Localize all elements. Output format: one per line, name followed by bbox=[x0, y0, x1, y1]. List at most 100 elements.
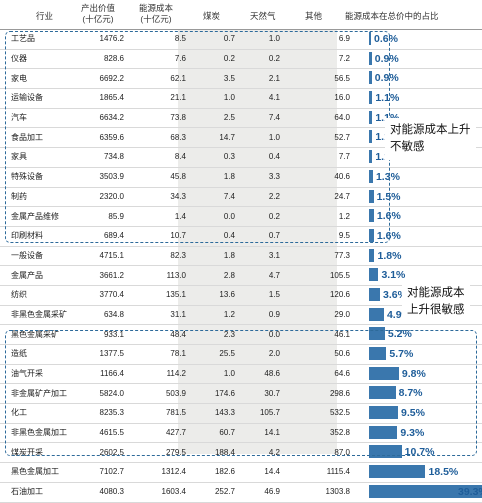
share-label: 3.1% bbox=[380, 268, 407, 283]
cell-coal: 60.7 bbox=[198, 423, 240, 444]
cell-coal: 182.6 bbox=[198, 462, 240, 483]
cell-coal: 143.3 bbox=[198, 403, 240, 424]
cell-gas: 0.2 bbox=[240, 49, 304, 70]
share-bar bbox=[369, 189, 374, 203]
cell-share: 39.3% bbox=[362, 482, 482, 503]
share-bar bbox=[369, 465, 426, 479]
share-label: 1.6% bbox=[375, 228, 402, 243]
cell-coal: 252.7 bbox=[198, 482, 240, 503]
table-row: 家电 6692.2 62.1 3.5 2.1 56.5 0.9% bbox=[0, 68, 482, 90]
cell-other: 56.5 bbox=[304, 68, 362, 90]
cell-industry: 印刷材料 bbox=[0, 226, 70, 247]
cell-industry: 非黑色金属加工 bbox=[0, 423, 70, 444]
table-row: 造纸 1377.5 78.1 25.5 2.0 50.6 5.7% bbox=[0, 344, 482, 365]
cell-output: 4615.5 bbox=[70, 423, 132, 444]
cell-output: 1476.2 bbox=[70, 30, 132, 50]
cell-coal: 3.5 bbox=[198, 68, 240, 90]
cell-other: 40.6 bbox=[304, 167, 362, 188]
share-label: 39.3% bbox=[458, 485, 482, 498]
share-label: 9.8% bbox=[400, 366, 427, 381]
cell-energy-cost: 21.1 bbox=[132, 88, 198, 109]
cell-other: 298.6 bbox=[304, 383, 362, 405]
cell-energy-cost: 7.6 bbox=[132, 49, 198, 70]
cell-energy-cost: 113.0 bbox=[132, 265, 198, 286]
cell-other: 7.2 bbox=[304, 49, 362, 70]
cell-energy-cost: 82.3 bbox=[132, 246, 198, 267]
high-sensitivity-box bbox=[5, 330, 477, 456]
share-label: 18.5% bbox=[427, 465, 460, 480]
cell-coal: 1.2 bbox=[198, 305, 240, 326]
share-label: 1.3% bbox=[374, 169, 401, 184]
header-gas: 天然气 bbox=[250, 11, 276, 21]
cell-other: 50.6 bbox=[304, 344, 362, 365]
share-label: 3.6% bbox=[381, 287, 408, 302]
cell-energy-cost: 8.4 bbox=[132, 147, 198, 168]
cell-industry: 运输设备 bbox=[0, 88, 70, 109]
share-label: 0.6% bbox=[373, 32, 399, 46]
cell-gas: 0.0 bbox=[240, 324, 304, 345]
cell-output: 2320.0 bbox=[70, 187, 132, 208]
cell-other: 77.3 bbox=[304, 246, 362, 267]
header-output: 产出价值 (十亿元) bbox=[70, 3, 126, 25]
share-bar bbox=[369, 169, 373, 183]
cell-output: 6692.2 bbox=[70, 68, 132, 90]
cell-output: 634.8 bbox=[70, 305, 132, 326]
table-row: 印刷材料 689.4 10.7 0.4 0.7 9.5 1.6% bbox=[0, 226, 482, 247]
cell-other: 1303.8 bbox=[304, 482, 362, 503]
share-bar bbox=[369, 150, 373, 164]
share-bar bbox=[369, 425, 398, 439]
cell-energy-cost: 114.2 bbox=[132, 364, 198, 385]
cell-output: 3770.4 bbox=[70, 285, 132, 306]
cell-coal: 174.6 bbox=[198, 383, 240, 405]
share-label: 5.7% bbox=[388, 347, 415, 361]
cell-output: 3503.9 bbox=[70, 167, 132, 188]
table-row: 金属产品维修 85.9 1.4 0.0 0.2 1.2 1.6% bbox=[0, 206, 482, 227]
cell-industry: 汽车 bbox=[0, 108, 70, 129]
cell-share: 0.9% bbox=[362, 49, 482, 70]
cell-industry: 化工 bbox=[0, 403, 70, 424]
cell-gas: 2.0 bbox=[240, 344, 304, 365]
cell-energy-cost: 135.1 bbox=[132, 285, 198, 306]
cell-share: 9.3% bbox=[362, 423, 482, 444]
note-low-sensitivity: 对能源成本上升 不敏感 bbox=[385, 118, 476, 160]
cell-gas: 2.1 bbox=[240, 68, 304, 90]
cell-coal: 7.4 bbox=[198, 187, 240, 208]
share-bar bbox=[369, 307, 384, 321]
cell-energy-cost: 31.1 bbox=[132, 305, 198, 326]
cell-share: 1.6% bbox=[362, 226, 482, 247]
share-label: 9.5% bbox=[400, 406, 426, 421]
share-bar bbox=[369, 268, 379, 282]
cell-energy-cost: 503.9 bbox=[132, 383, 198, 405]
table-row: 一般设备 4715.1 82.3 1.8 3.1 77.3 1.8% bbox=[0, 246, 482, 267]
header-industry: 行业 bbox=[36, 11, 54, 21]
cell-output: 85.9 bbox=[70, 206, 132, 227]
cell-energy-cost: 78.1 bbox=[132, 344, 198, 365]
cell-output: 828.6 bbox=[70, 49, 132, 70]
cell-industry: 工艺品 bbox=[0, 30, 70, 50]
cell-other: 352.8 bbox=[304, 423, 362, 444]
cell-industry: 造纸 bbox=[0, 344, 70, 365]
cell-coal: 14.7 bbox=[198, 127, 240, 149]
cell-coal: 0.3 bbox=[198, 147, 240, 168]
cell-share: 5.7% bbox=[362, 344, 482, 365]
cell-coal: 0.7 bbox=[198, 30, 240, 50]
note-high-text: 对能源成本 上升很敏感 bbox=[407, 287, 465, 316]
share-bar bbox=[369, 110, 373, 124]
cell-gas: 48.6 bbox=[240, 364, 304, 385]
cell-gas: 1.0 bbox=[240, 127, 304, 149]
cell-other: 24.7 bbox=[304, 187, 362, 208]
cell-other: 6.9 bbox=[304, 30, 362, 50]
cell-coal: 0.4 bbox=[198, 226, 240, 247]
cell-share: 8.7% bbox=[362, 383, 482, 405]
cell-output: 4080.3 bbox=[70, 482, 132, 503]
header-energy-cost: 能源成本 (十亿元) bbox=[128, 3, 184, 25]
table-row: 金属产品 3661.2 113.0 2.8 4.7 105.5 3.1% bbox=[0, 265, 482, 286]
share-bar bbox=[369, 406, 398, 420]
cell-coal: 0.2 bbox=[198, 49, 240, 70]
low-sensitivity-box bbox=[5, 31, 390, 243]
cell-output: 3661.2 bbox=[70, 265, 132, 286]
cell-industry: 黑色金属采矿 bbox=[0, 324, 70, 345]
cell-energy-cost: 48.4 bbox=[132, 324, 198, 345]
note-high-sensitivity: 对能源成本 上升很敏感 bbox=[402, 281, 470, 323]
